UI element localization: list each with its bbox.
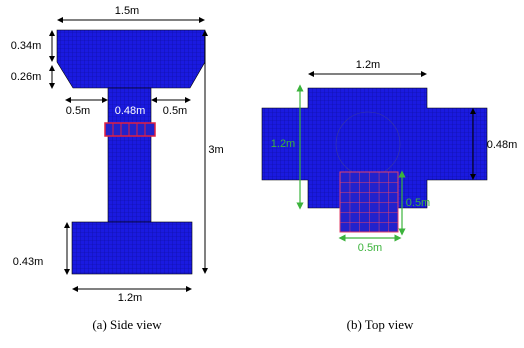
dim-label: 1.2m [118, 292, 142, 304]
side-view: 1.5m 0.34m 0.26m 0.5m 0.48m 0.5m 3m 0.43… [11, 5, 224, 332]
dim-label: 0.5m [406, 197, 430, 209]
dim-label: 0.48m [487, 139, 518, 151]
caption: (b) Top view [347, 317, 414, 332]
dim-label: 0.5m [358, 242, 382, 254]
dim-label: 1.2m [356, 59, 380, 71]
caption: (a) Side view [92, 317, 162, 332]
sensor-patch [340, 172, 398, 232]
dim-label: 0.5m [66, 105, 90, 117]
dim-label: 0.34m [11, 40, 42, 52]
top-view: 1.2m 1.2m 0.48m 0.5m 0.5m (b) Top view [262, 59, 517, 332]
dim-label: 1.5m [115, 5, 139, 17]
footing [72, 222, 192, 274]
dim-label: 3m [208, 144, 223, 156]
dim-label: 0.26m [11, 71, 42, 83]
dim-label: 0.48m [115, 105, 146, 117]
figure: 1.5m 0.34m 0.26m 0.5m 0.48m 0.5m 3m 0.43… [0, 0, 524, 348]
dim-label: 0.43m [13, 256, 44, 268]
dim-label: 0.5m [163, 105, 187, 117]
pier-cap [57, 30, 205, 88]
dim-label: 1.2m [271, 138, 295, 150]
